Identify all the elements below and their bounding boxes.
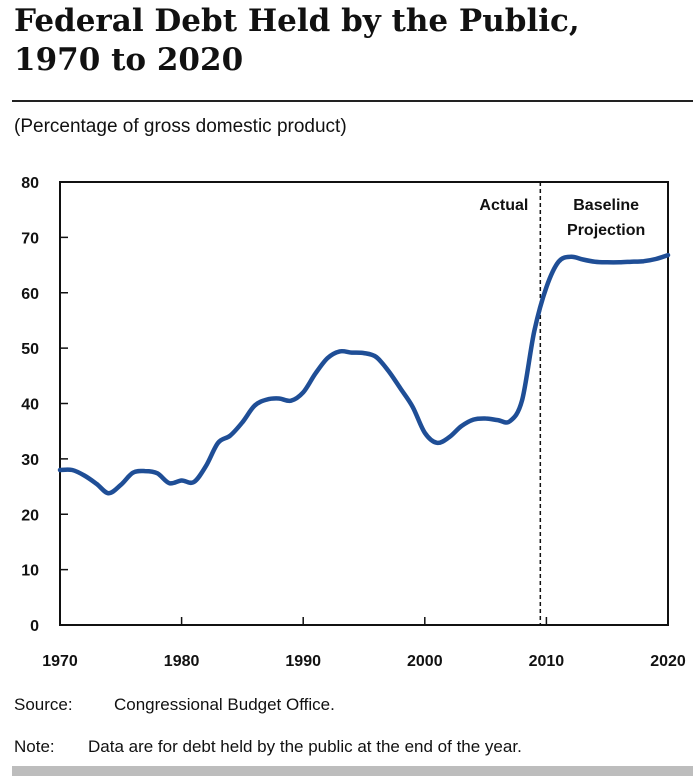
x-tick-label: 1980 — [164, 653, 200, 670]
series-line-debt-held-by-public — [57, 252, 671, 496]
y-tick-label: 70 — [21, 230, 39, 247]
actual-label: Actual — [479, 197, 528, 214]
chart-subtitle: (Percentage of gross domestic product) — [14, 116, 347, 137]
note-label: Note: — [14, 737, 55, 756]
plot-frame — [59, 181, 669, 626]
y-tick-label: 10 — [21, 563, 39, 580]
x-tick-label: 2010 — [529, 653, 565, 670]
projection-label: Projection — [567, 222, 645, 239]
x-tick-label: 1990 — [285, 653, 321, 670]
chart-title-line2: 1970 to 2020 — [14, 42, 244, 78]
y-axis: 0 10 20 30 40 50 60 70 80 — [21, 175, 68, 635]
chart-title: Federal Debt Held by the Public, 1970 to… — [14, 2, 580, 80]
source-label: Source: — [14, 695, 73, 714]
source-text: Congressional Budget Office. — [114, 695, 335, 714]
title-rule — [12, 100, 693, 102]
chart-title-line1: Federal Debt Held by the Public, — [14, 3, 580, 39]
y-tick-label: 20 — [21, 507, 39, 524]
baseline-label: Baseline — [573, 197, 639, 214]
bottom-bar — [12, 766, 693, 776]
y-tick-label: 50 — [21, 341, 39, 358]
x-tick-label: 2000 — [407, 653, 443, 670]
y-tick-label: 40 — [21, 397, 39, 414]
note-text: Data are for debt held by the public at … — [88, 737, 522, 756]
source-note: Source: Congressional Budget Office. — [14, 695, 335, 715]
x-tick-label: 1970 — [42, 653, 78, 670]
y-tick-label: 0 — [30, 618, 39, 635]
x-tick-label: 2020 — [650, 653, 686, 670]
y-tick-label: 30 — [21, 452, 39, 469]
data-note: Note: Data are for debt held by the publi… — [14, 737, 522, 757]
y-tick-label: 80 — [21, 175, 39, 192]
line-chart: 0 10 20 30 40 50 60 70 80 1970 1980 1990 2000 2010 20… — [21, 175, 686, 670]
y-tick-label: 60 — [21, 286, 39, 303]
